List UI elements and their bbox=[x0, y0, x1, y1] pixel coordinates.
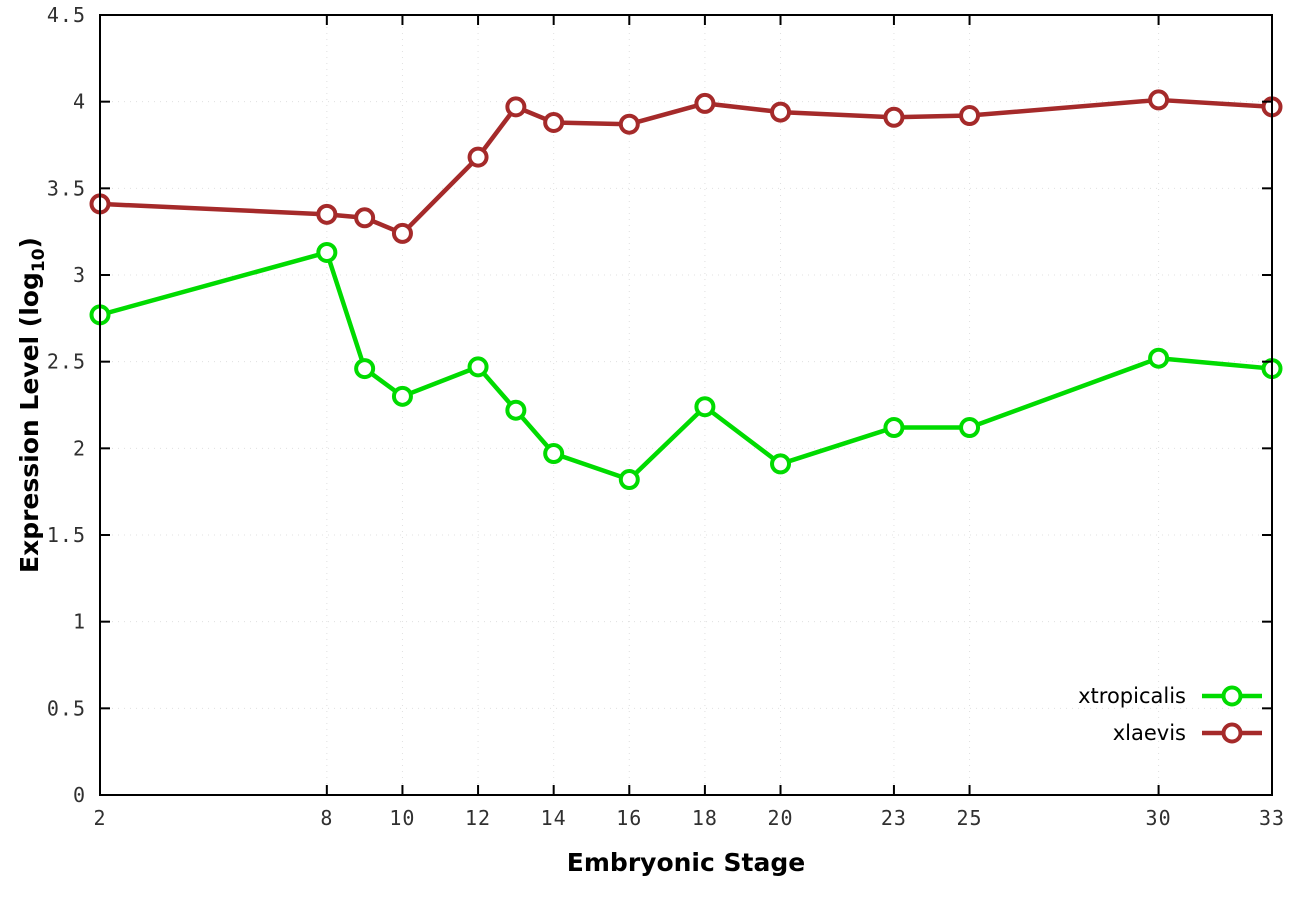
legend-item-xtropicalis: xtropicalis bbox=[1078, 684, 1264, 708]
y-axis-label-subscript: 10 bbox=[29, 248, 49, 273]
svg-text:23: 23 bbox=[881, 806, 907, 830]
svg-text:3: 3 bbox=[73, 263, 86, 287]
legend-item-xlaevis: xlaevis bbox=[1113, 721, 1264, 745]
legend-line-sample-xtropicalis bbox=[1202, 685, 1262, 707]
markers-xtropicalis bbox=[89, 241, 1283, 491]
tick-marks bbox=[99, 14, 1273, 796]
svg-text:1.5: 1.5 bbox=[47, 523, 86, 547]
series-xlaevis bbox=[97, 97, 1275, 236]
svg-text:1: 1 bbox=[73, 610, 86, 634]
legend: xtropicalis xlaevis bbox=[1078, 684, 1264, 745]
svg-text:2: 2 bbox=[73, 436, 86, 460]
y-axis-label-text: Expression Level (log bbox=[15, 272, 44, 573]
svg-text:0.5: 0.5 bbox=[47, 696, 86, 720]
svg-text:2.5: 2.5 bbox=[47, 350, 86, 374]
svg-text:18: 18 bbox=[692, 806, 718, 830]
y-axis-label-close: ) bbox=[15, 237, 44, 249]
svg-text:10: 10 bbox=[389, 806, 415, 830]
y-tick-labels: 0 0.5 1 1.5 2 2.5 3 3.5 4 4.5 bbox=[47, 3, 86, 807]
x-axis-label: Embryonic Stage bbox=[566, 848, 806, 877]
svg-text:4.5: 4.5 bbox=[47, 3, 86, 27]
series-xtropicalis bbox=[97, 250, 1275, 482]
svg-text:3.5: 3.5 bbox=[47, 176, 86, 200]
plot-border bbox=[99, 14, 1273, 796]
svg-text:2: 2 bbox=[93, 806, 106, 830]
svg-text:8: 8 bbox=[320, 806, 333, 830]
svg-text:33: 33 bbox=[1259, 806, 1285, 830]
legend-label-xlaevis: xlaevis bbox=[1112, 721, 1186, 745]
svg-text:25: 25 bbox=[957, 806, 983, 830]
svg-text:16: 16 bbox=[616, 806, 642, 830]
grid bbox=[99, 14, 1273, 796]
svg-text:30: 30 bbox=[1146, 806, 1172, 830]
svg-text:20: 20 bbox=[767, 806, 793, 830]
svg-text:12: 12 bbox=[465, 806, 491, 830]
svg-text:0: 0 bbox=[73, 783, 86, 807]
markers-xlaevis bbox=[89, 89, 1283, 244]
legend-line-sample-xlaevis bbox=[1202, 722, 1262, 744]
svg-text:14: 14 bbox=[541, 806, 567, 830]
y-axis-label: Expression Level (log10) bbox=[15, 237, 49, 573]
svg-text:4: 4 bbox=[73, 90, 86, 114]
x-tick-labels: 2 8 10 12 14 16 18 20 23 25 30 33 bbox=[93, 806, 1285, 830]
legend-label-xtropicalis: xtropicalis bbox=[1078, 684, 1186, 708]
